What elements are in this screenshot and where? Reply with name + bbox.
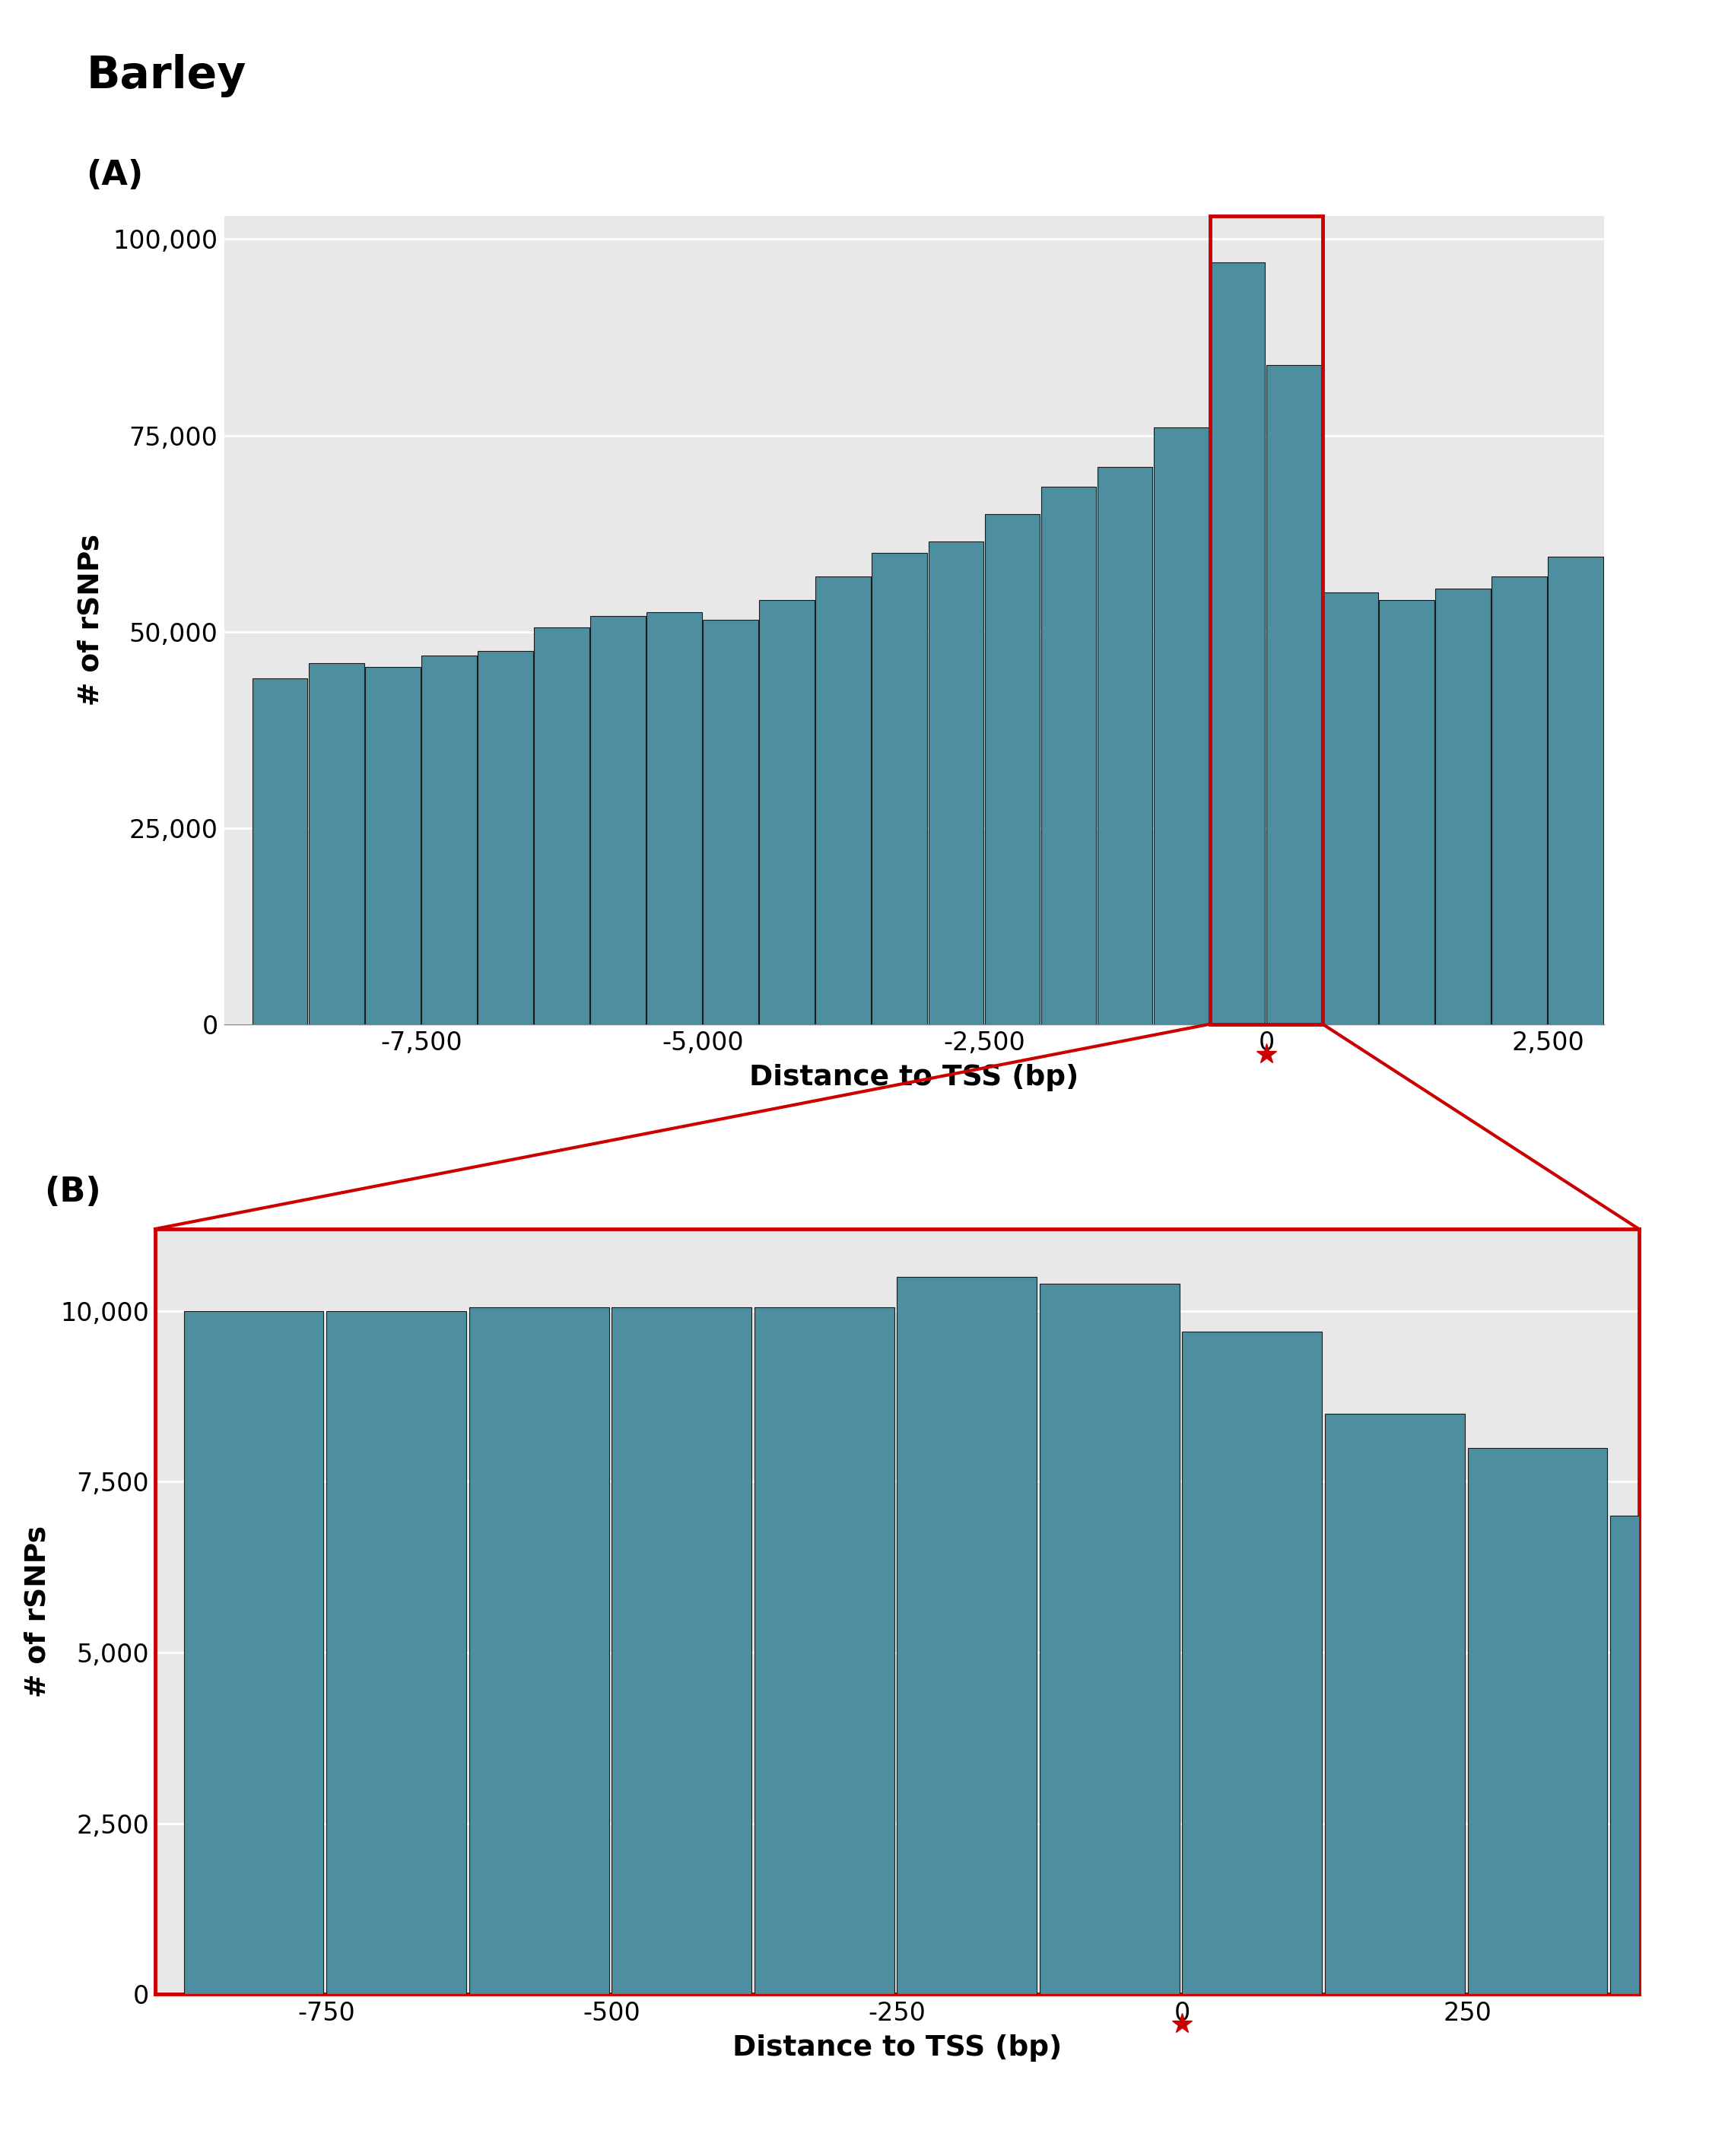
Bar [647,612,702,1024]
Bar [754,1307,894,1994]
Bar [1325,1414,1465,1994]
Bar [1209,263,1264,1024]
Text: (B): (B) [45,1175,100,1207]
Text: Barley: Barley [86,54,247,97]
Bar [928,541,983,1024]
Bar [816,576,871,1024]
Bar [590,617,645,1024]
Bar [1040,487,1095,1024]
X-axis label: Distance to TSS (bp): Distance to TSS (bp) [749,1063,1080,1091]
Bar [1266,364,1321,1024]
Text: (A): (A) [86,160,143,192]
Bar [366,666,421,1024]
Bar [421,655,476,1024]
Bar [1547,556,1603,1024]
Bar [469,1307,609,1994]
Bar [1097,468,1152,1024]
Bar [1323,593,1378,1024]
Bar [478,651,533,1024]
Bar [612,1307,752,1994]
Bar [873,554,928,1024]
Y-axis label: # of rSNPs: # of rSNPs [78,535,105,705]
Bar [252,679,307,1024]
Bar [1040,1283,1180,1994]
X-axis label: Distance to TSS (bp): Distance to TSS (bp) [731,2033,1063,2061]
Bar [1492,576,1547,1024]
Bar [1378,599,1433,1024]
Bar [1468,1447,1608,1994]
Bar [704,621,759,1024]
Bar [1435,589,1490,1024]
Bar [897,1276,1037,1994]
Bar [759,599,814,1024]
Bar [326,1311,466,1994]
Bar [185,1311,324,1994]
Bar [1154,427,1209,1024]
Bar [309,664,364,1024]
Bar [535,627,590,1024]
Bar [1182,1332,1321,1994]
Bar [1609,1516,1725,1994]
Bar [985,513,1040,1024]
Bar [1209,216,1323,1024]
Y-axis label: # of rSNPs: # of rSNPs [24,1526,52,1697]
